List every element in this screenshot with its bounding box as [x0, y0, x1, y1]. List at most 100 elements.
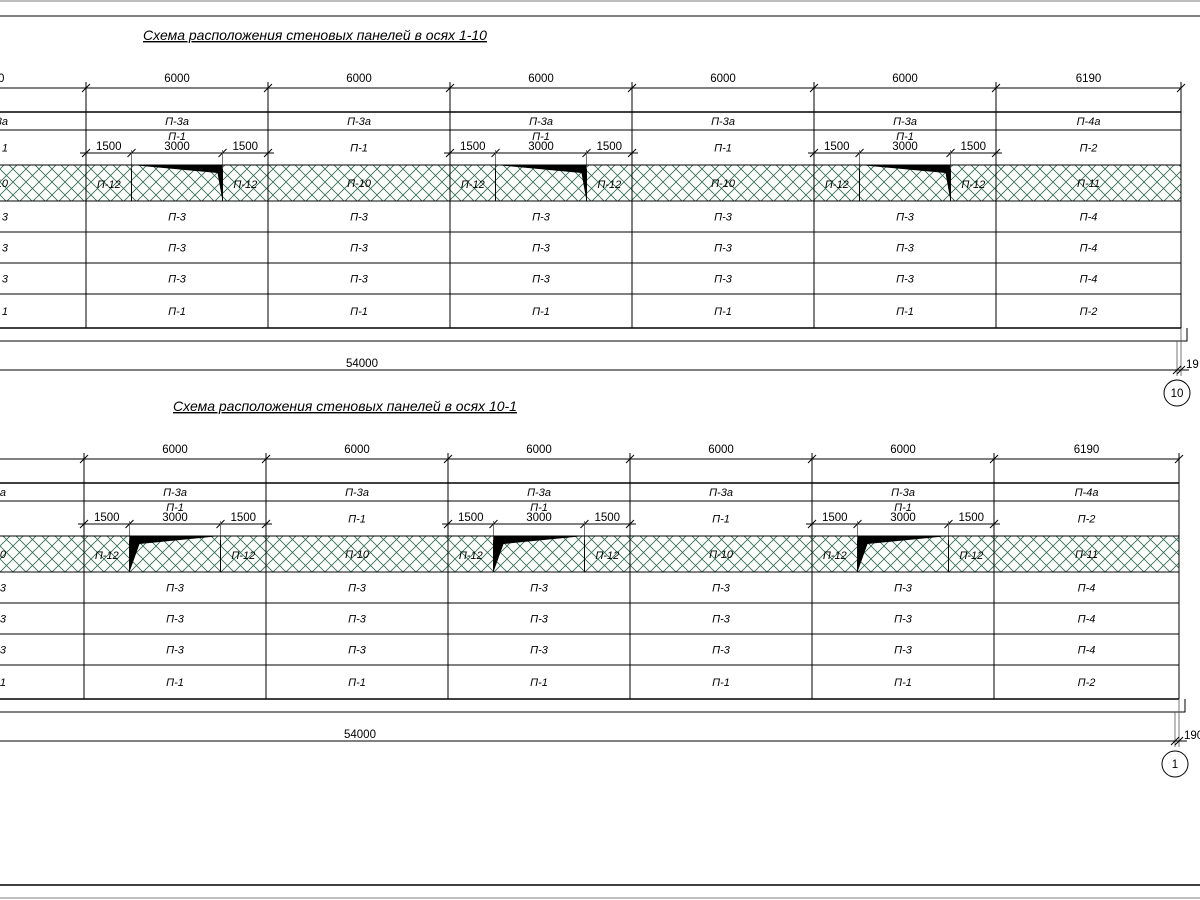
window-dimension-text: 1500 — [230, 512, 256, 524]
panel-label: П-3а — [527, 487, 551, 499]
window-dimension-text: 3000 — [528, 141, 554, 153]
window-dimension-text: 1500 — [594, 512, 620, 524]
window-shadow-wedge — [857, 536, 949, 572]
dimension-tick — [1170, 736, 1180, 746]
bay-dimension-text: 6000 — [344, 444, 370, 456]
panel-label: П-12 — [459, 550, 483, 562]
bay-dimension-text: 6000 — [162, 444, 188, 456]
window-dimension-text: 1500 — [94, 512, 120, 524]
panel-label: П-3 — [894, 583, 913, 595]
panel-label: П-3 — [712, 614, 731, 626]
panel-label: П-3 — [530, 583, 549, 595]
panel-label: П-3а — [709, 487, 733, 499]
panel-label: П-1 — [168, 306, 186, 318]
panel-label: П-10 — [711, 178, 736, 190]
panel-label: П-12 — [233, 179, 257, 191]
panel-label: 3а — [0, 116, 8, 128]
panel-label: 3а — [0, 487, 6, 499]
panel-label: П-3 — [714, 243, 733, 255]
panel-label: П-11 — [1077, 178, 1100, 190]
panel-label: П-3 — [350, 274, 369, 286]
panel-label: П-3 — [168, 212, 187, 224]
panel-label: П-1 — [712, 514, 730, 526]
panel-label: П-3 — [348, 645, 367, 657]
panel-label: П-4 — [1078, 645, 1096, 657]
panel-label: П-3 — [896, 212, 915, 224]
panel-label: П-3 — [350, 212, 369, 224]
plinth-line — [0, 699, 1186, 713]
panel-label: П-10 — [345, 549, 370, 561]
bay-dimension-text: 6000 — [164, 73, 190, 85]
panel-label: П-3а — [891, 487, 915, 499]
window-dimension-text: 3000 — [526, 512, 552, 524]
panel-label: 3 — [2, 243, 9, 255]
panel-label: П-3 — [714, 274, 733, 286]
panel-label: П-1 — [530, 502, 548, 514]
panel-label: П-12 — [597, 179, 621, 191]
plinth-line — [0, 328, 1188, 342]
panel-label: 3 — [2, 212, 9, 224]
bay-dimension-text: 6000 — [708, 444, 734, 456]
window-dimension-text: 3000 — [892, 141, 918, 153]
panel-label: 1 — [2, 306, 8, 318]
panel-label: П-12 — [461, 179, 485, 191]
panel-label: П-4 — [1078, 614, 1096, 626]
panel-label: П-3 — [532, 274, 551, 286]
bay-dimension-text: 6000 — [892, 73, 918, 85]
panel-label: П-12 — [961, 179, 985, 191]
panel-label: П-12 — [823, 550, 847, 562]
scheme-title: Схема расположения стеновых панелей в ос… — [173, 398, 517, 414]
panel-label: П-3 — [532, 243, 551, 255]
bay-dimension-text: 6190 — [1074, 444, 1100, 456]
dimension-tick — [1176, 365, 1186, 375]
window-dimension-text: 1500 — [824, 141, 850, 153]
panel-label: П-4 — [1080, 274, 1098, 286]
panel-label: П-12 — [825, 179, 849, 191]
window-dimension-text: 3000 — [890, 512, 916, 524]
panel-label: П-3 — [530, 614, 549, 626]
panel-label: П-3 — [532, 212, 551, 224]
window-dimension-text: 3000 — [164, 141, 190, 153]
panel-label: П-2 — [1080, 143, 1098, 155]
dimension-tick — [1172, 365, 1182, 375]
panel-label: П-3 — [348, 614, 367, 626]
panel-scheme-2: Схема расположения стеновых панелей в ос… — [0, 398, 1200, 778]
window-shadow-wedge — [495, 165, 587, 201]
panel-label: П-1 — [896, 306, 914, 318]
axis-marker-label: 10 — [1171, 388, 1184, 400]
panel-label: П-4 — [1080, 212, 1098, 224]
panel-label: П-3 — [712, 583, 731, 595]
panel-label: П-1 — [530, 677, 548, 689]
panel-label: П-1 — [166, 502, 184, 514]
panel-label: 3 — [0, 645, 7, 657]
window-shadow-wedge — [131, 165, 223, 201]
panel-label: П-1 — [894, 677, 912, 689]
total-dimension-text: 54000 — [344, 729, 376, 741]
panel-label: П-3 — [166, 583, 185, 595]
total-dimension-text: 54000 — [346, 358, 378, 370]
panel-label: П-3 — [714, 212, 733, 224]
window-dimension-text: 1500 — [460, 141, 486, 153]
axis-marker-label: 1 — [1172, 759, 1178, 771]
panel-label: П-4 — [1078, 583, 1096, 595]
panel-label: П-1 — [714, 143, 732, 155]
panel-label: П-3 — [894, 614, 913, 626]
axis-marker-circle — [1163, 379, 1191, 407]
end-dimension-text: 19 — [1186, 359, 1199, 371]
panel-label: П-3 — [166, 614, 185, 626]
panel-label: П-1 — [712, 677, 730, 689]
panel-label: П-1 — [348, 514, 366, 526]
panel-label: П-3а — [529, 116, 553, 128]
panel-label: 3 — [0, 614, 7, 626]
bay-dimension-text: 6190 — [1076, 73, 1102, 85]
panel-label: П-1 — [166, 677, 184, 689]
panel-label: П-1 — [348, 677, 366, 689]
panel-label: П-3 — [530, 645, 549, 657]
panel-label: П-3 — [894, 645, 913, 657]
panel-label: П-3а — [347, 116, 371, 128]
bay-dimension-text: 6000 — [528, 73, 554, 85]
panel-label: П-4а — [1077, 116, 1101, 128]
panel-label: П-3 — [166, 645, 185, 657]
panel-label: П-3а — [165, 116, 189, 128]
